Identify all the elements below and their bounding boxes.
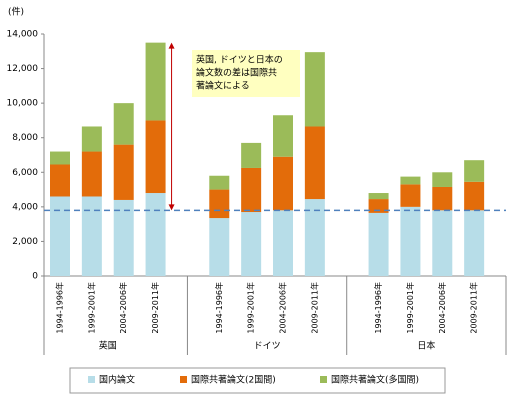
y-tick-label: 2,000 (12, 237, 38, 247)
y-tick-label: 14,000 (7, 30, 39, 40)
bar-segment (273, 156, 293, 211)
unit-label: (件) (8, 6, 24, 18)
x-tick-label: 1994-1996年 (373, 282, 383, 334)
bar-segment (304, 52, 325, 127)
legend-swatch (180, 376, 187, 383)
legend-label: 国際共著論文(2国間) (191, 374, 276, 386)
x-tick-label: 2009-2011年 (309, 282, 319, 334)
x-tick-label: 2009-2011年 (150, 282, 160, 334)
annotation-text: 著論文による (196, 80, 250, 92)
x-tick-label: 2004-2006年 (118, 282, 128, 334)
x-tick-label: 1999-2001年 (246, 282, 256, 334)
annotation-text: 英国, ドイツと日本の (196, 54, 283, 66)
bar-segment (273, 210, 293, 276)
y-tick-label: 8,000 (12, 133, 38, 143)
bar-segment (50, 164, 70, 197)
bar-segment (113, 144, 134, 200)
bar-segment (464, 181, 485, 211)
bar-segment (113, 199, 134, 276)
bar-segment (209, 218, 230, 276)
bar-segment (400, 206, 421, 276)
group-label: 英国 (99, 340, 117, 352)
bar-segment (368, 193, 389, 200)
y-tick-label: 10,000 (7, 99, 39, 109)
legend-box (69, 367, 446, 394)
bar-segment (304, 199, 325, 276)
bar-segment (209, 189, 230, 219)
bar-segment (432, 210, 453, 276)
bar-segment (145, 120, 166, 194)
bar-segment (304, 126, 325, 200)
bar-segment (241, 212, 262, 276)
arrow-head (168, 204, 175, 211)
y-tick-label: 0 (32, 272, 38, 282)
x-tick-label: 2009-2011年 (469, 282, 479, 334)
legend-swatch (320, 376, 327, 383)
annotation-box (192, 50, 300, 97)
bar-segment (209, 175, 230, 190)
bar-segment (241, 142, 262, 168)
legend-label: 国内論文 (99, 374, 135, 386)
y-tick-label: 6,000 (12, 168, 38, 178)
bar-segment (368, 212, 389, 276)
legend-swatch (88, 376, 95, 383)
bar-segment (81, 196, 102, 276)
group-label: ドイツ (254, 342, 281, 352)
x-tick-label: 2004-2006年 (437, 282, 447, 334)
y-tick-label: 4,000 (12, 202, 38, 212)
bar-segment (145, 193, 166, 276)
bar-segment (464, 210, 485, 276)
arrow-head (168, 42, 175, 49)
x-tick-label: 1994-1996年 (55, 282, 65, 334)
bar-segment (113, 103, 134, 145)
x-tick-label: 1994-1996年 (214, 282, 224, 334)
bar-segment (400, 184, 421, 207)
bar-segment (464, 160, 485, 182)
bar-segment (50, 196, 70, 276)
bar-segment (368, 199, 389, 213)
x-tick-label: 1999-2001年 (405, 282, 415, 334)
y-tick-label: 12,000 (7, 64, 39, 74)
bar-segment (241, 167, 262, 213)
annotation-text: 論文数の差は国際共 (196, 67, 277, 79)
bar-segment (81, 151, 102, 197)
x-tick-label: 2004-2006年 (278, 282, 288, 334)
bar-segment (145, 42, 166, 121)
x-tick-label: 1999-2001年 (86, 282, 96, 334)
bar-segment (432, 172, 453, 187)
bar-segment (81, 126, 102, 152)
legend-label: 国際共著論文(多国間) (331, 374, 419, 386)
bar-segment (400, 176, 421, 185)
bar-segment (50, 151, 70, 165)
bar-segment (432, 186, 453, 211)
group-label: 日本 (417, 340, 435, 352)
bar-segment (273, 115, 293, 157)
